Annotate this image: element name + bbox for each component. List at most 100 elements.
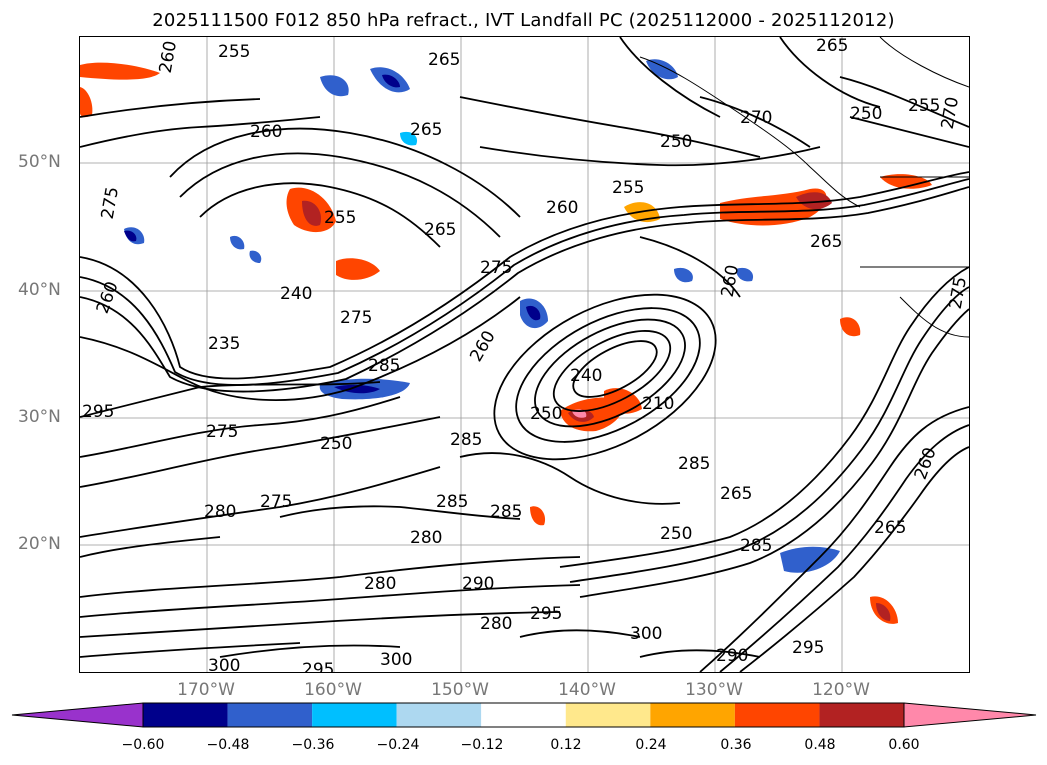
contour-label: 280: [204, 502, 236, 522]
shade-negative: [230, 235, 245, 250]
contour-label: 210: [642, 394, 674, 414]
contour-label: 250: [660, 132, 692, 152]
shade-negative: [249, 250, 262, 263]
contour-label: 275: [98, 185, 123, 220]
contour-label: 295: [792, 638, 824, 658]
contour-label: 275: [260, 492, 292, 512]
contour-label: 285: [436, 492, 468, 512]
lon-label-170w: 170°W: [177, 680, 235, 700]
contour-label: 285: [490, 502, 522, 522]
contour-label: 275: [946, 275, 969, 310]
contour-label: 260: [156, 39, 181, 74]
lon-label-130w: 130°W: [685, 680, 743, 700]
contour-label: 290: [716, 646, 748, 666]
contour-label: 265: [428, 50, 460, 70]
shade-positive: [336, 258, 380, 280]
contour-label: 285: [450, 430, 482, 450]
colorbar-tick: −0.60: [121, 737, 165, 753]
lat-label-30n: 30°N: [18, 407, 61, 427]
contour-label: 290: [462, 574, 494, 594]
contour-label: 260: [93, 279, 123, 316]
shade-positive: [530, 506, 546, 526]
shade-negative: [526, 305, 541, 321]
contour-label: 265: [410, 120, 442, 140]
contour-label: 285: [678, 454, 710, 474]
contour-label-group: 260 255 265 265 260 255 265 270 265 250 …: [82, 37, 969, 672]
shade-negative: [736, 267, 754, 282]
lon-label-160w: 160°W: [304, 680, 362, 700]
colorbar-cell: [481, 703, 566, 727]
colorbar-tick: 0.36: [720, 737, 752, 753]
shade-positive: [876, 603, 891, 621]
contour-label: 275: [206, 422, 238, 442]
map-canvas: 260 255 265 265 260 255 265 270 265 250 …: [80, 37, 969, 672]
shade-positive: [796, 192, 832, 210]
shade-negative: [400, 131, 418, 146]
contour-label: 255: [908, 96, 940, 116]
colorbar-cell: [819, 703, 904, 727]
contour-label: 295: [82, 402, 114, 422]
contour-label: 300: [630, 624, 662, 644]
lon-label-120w: 120°W: [812, 680, 870, 700]
shade-negative: [382, 74, 400, 88]
contour-label: 300: [208, 656, 240, 672]
shade-negative: [674, 267, 693, 283]
colorbar-cell: [312, 703, 397, 727]
colorbar-tick: −0.24: [376, 737, 420, 753]
contour-label: 280: [364, 574, 396, 594]
lon-label-150w: 150°W: [431, 680, 489, 700]
shade-positive: [302, 200, 322, 226]
lon-label-140w: 140°W: [558, 680, 616, 700]
contour-label: 295: [302, 660, 334, 672]
colorbar-extend-max: [903, 702, 1037, 728]
contour-label: 240: [570, 366, 602, 386]
lat-label-50n: 50°N: [18, 152, 61, 172]
contour-label: 285: [740, 536, 772, 556]
colorbar-tick: 0.24: [635, 737, 667, 753]
contour-label: 275: [480, 258, 512, 278]
contour-label: 255: [218, 42, 250, 62]
shade-positive: [880, 174, 932, 189]
map-panel[interactable]: 260 255 265 265 260 255 265 270 265 250 …: [79, 36, 970, 673]
contour-label: 260: [911, 445, 941, 482]
shade-negative: [646, 59, 678, 80]
contour-label: 250: [320, 434, 352, 454]
colorbar-cell: [734, 703, 820, 727]
contour-label: 250: [530, 404, 562, 424]
shade-negative: [320, 75, 349, 97]
shade-negative: [780, 546, 840, 573]
contour-label: 265: [424, 220, 456, 240]
lat-label-40n: 40°N: [18, 280, 61, 300]
contour-label: 270: [938, 95, 963, 130]
lat-label-20n: 20°N: [18, 534, 61, 554]
contour-label: 255: [324, 208, 356, 228]
contour-label: 265: [816, 37, 848, 56]
colorbar-tick: −0.48: [206, 737, 250, 753]
shade-positive: [80, 62, 160, 80]
colorbar-cell: [565, 703, 651, 727]
graticule: [80, 37, 969, 672]
shade-negative: [124, 230, 137, 242]
contour-label: 250: [660, 524, 692, 544]
colorbar-tick: 0.48: [804, 737, 836, 753]
contour-label: 260: [466, 327, 500, 365]
contour-label: 285: [368, 356, 400, 376]
contour-label: 265: [874, 518, 906, 538]
contour-label: 260: [546, 198, 578, 218]
contour-label: 260: [718, 263, 743, 298]
contour-label: 260: [250, 122, 282, 142]
colorbar-cell: [650, 703, 735, 727]
coastlines: [639, 37, 969, 338]
contour-label: 295: [530, 604, 562, 624]
contour-label: 235: [208, 334, 240, 354]
colorbar-tick: 0.12: [550, 737, 582, 753]
colorbar-outline: [142, 702, 905, 728]
contour-label: 280: [480, 614, 512, 634]
colorbar-tick: −0.12: [460, 737, 504, 753]
contour-label: 300: [380, 650, 412, 670]
colorbar-cell: [227, 703, 313, 727]
shading-blobs: [80, 59, 932, 624]
colorbar-tick: −0.36: [291, 737, 335, 753]
chart-title: 2025111500 F012 850 hPa refract., IVT La…: [152, 10, 895, 31]
shade-positive: [840, 317, 861, 337]
